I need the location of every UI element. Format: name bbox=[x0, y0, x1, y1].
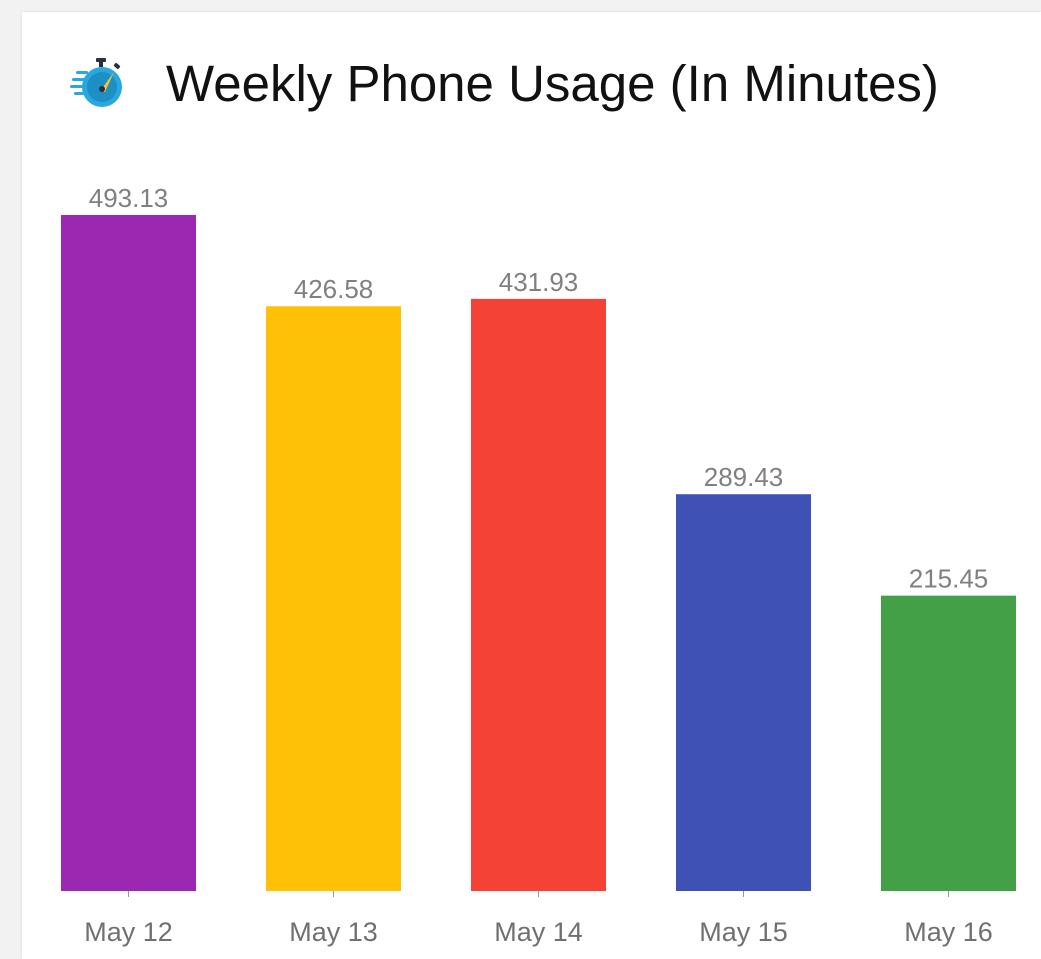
page-title: Weekly Phone Usage (In Minutes) bbox=[166, 55, 939, 112]
bar-may-14[interactable] bbox=[471, 298, 606, 891]
value-label: 289.43 bbox=[704, 462, 784, 492]
stopwatch-icon bbox=[70, 56, 126, 112]
category-label: May 14 bbox=[494, 917, 583, 947]
value-label: 493.13 bbox=[89, 183, 169, 213]
bar-may-13[interactable] bbox=[266, 306, 401, 891]
chart-header: Weekly Phone Usage (In Minutes) bbox=[0, 0, 1041, 150]
category-label: May 15 bbox=[699, 917, 788, 947]
value-label: 215.45 bbox=[909, 564, 989, 594]
category-label: May 13 bbox=[289, 917, 378, 947]
value-label: 431.93 bbox=[499, 267, 579, 297]
bar-may-16[interactable] bbox=[881, 595, 1016, 891]
category-label: May 16 bbox=[904, 917, 993, 947]
category-label: May 12 bbox=[84, 917, 173, 947]
bar-may-15[interactable] bbox=[676, 494, 811, 891]
bar-may-12[interactable] bbox=[61, 215, 196, 891]
value-label: 426.58 bbox=[294, 274, 374, 304]
